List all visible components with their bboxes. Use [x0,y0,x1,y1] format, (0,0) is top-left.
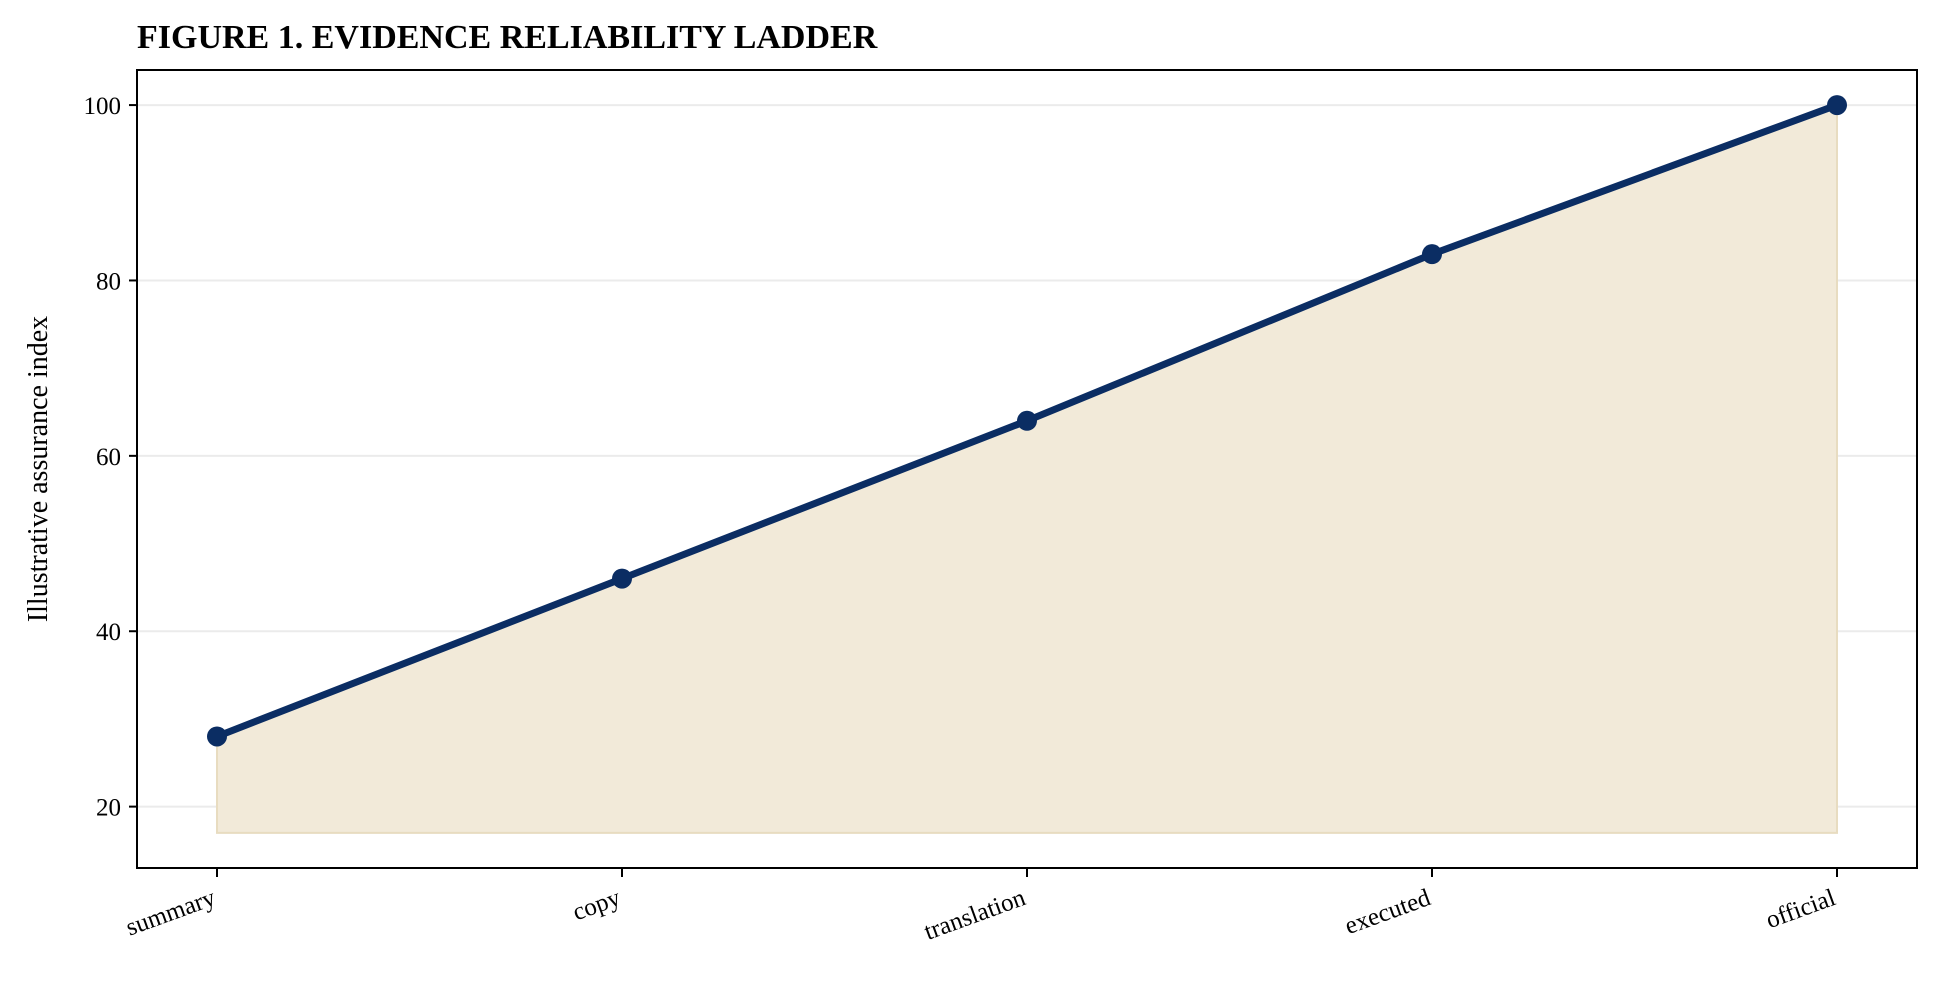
y-tick-label: 80 [96,268,121,295]
data-point-official [1827,95,1847,116]
data-point-executed [1422,244,1442,265]
y-tick-label: 100 [84,93,122,120]
y-tick-label: 60 [96,444,121,471]
data-point-copy [612,568,632,589]
x-tick-label-summary: summary [122,884,219,941]
y-tick-label: 20 [96,795,121,822]
chart-title: FIGURE 1. EVIDENCE RELIABILITY LADDER [137,19,878,56]
data-point-translation [1017,410,1037,431]
x-tick-label-executed: executed [1341,884,1434,940]
x-axis: summary copy translation executed official [122,868,1839,946]
marker-layer [207,95,1847,747]
area-layer [216,103,1838,834]
y-axis-label: Illustrative assurance index [23,316,54,622]
x-tick-label-official: official [1762,884,1839,934]
x-tick-label-translation: translation [921,884,1030,946]
y-axis: 20 40 60 80 100 [84,93,137,822]
area-fill [216,103,1838,834]
data-point-summary [207,726,227,747]
x-tick-label-copy: copy [569,884,624,926]
y-tick-label: 40 [96,619,121,646]
